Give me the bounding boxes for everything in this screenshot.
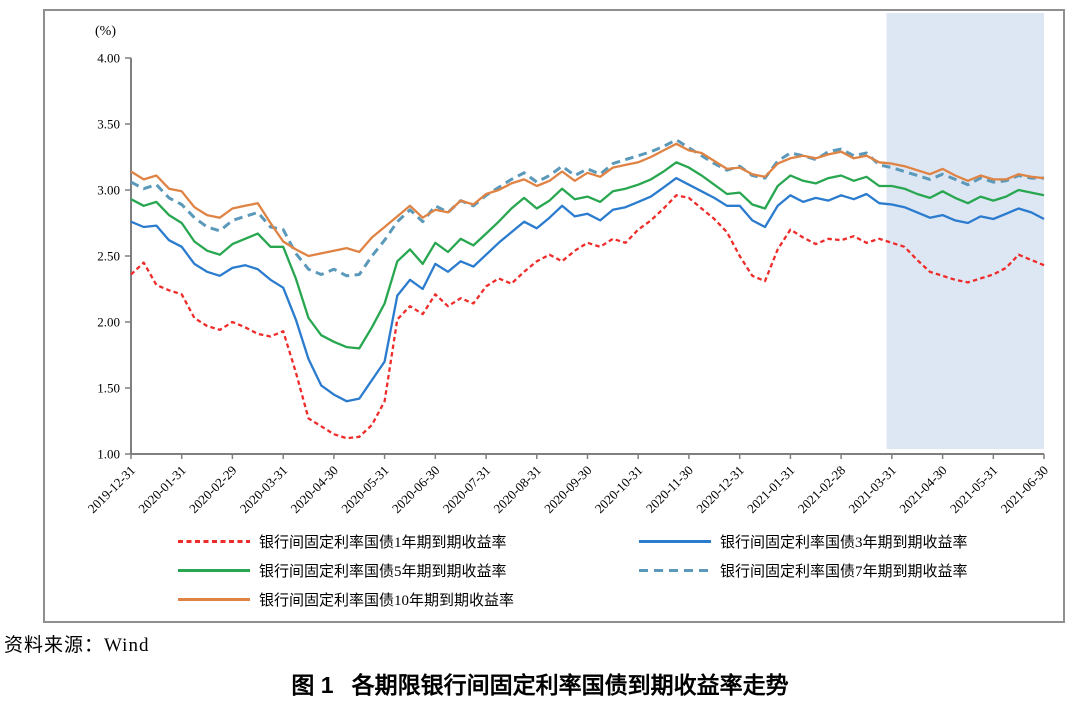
figure-number: 图 1 xyxy=(291,672,334,698)
x-tick-label: 2020-06-30 xyxy=(389,463,443,517)
figure-panel: (%) 4.00 3.50 3.00 2.50 2.00 1.50 1.00 2019-12-… xyxy=(43,9,1065,623)
y-tick-label: 4.00 xyxy=(97,51,120,66)
y-axis-unit-label: (%) xyxy=(95,24,116,39)
series-line-10y xyxy=(130,142,1045,258)
chart-plot-area: 4.003.503.002.502.001.501.002019-12-3120… xyxy=(85,13,1052,517)
legend-label-1y: 银行间固定利率国债1年期到期收益率 xyxy=(259,535,507,551)
x-tick-label: 2020-11-30 xyxy=(643,463,696,516)
x-tick-label: 2019-12-31 xyxy=(85,463,139,517)
x-tick-label: 2020-08-31 xyxy=(490,463,544,517)
highlight-region xyxy=(886,13,1044,449)
figure-title: 各期限银行间固定利率国债到期收益率走势 xyxy=(351,672,789,698)
legend-marker-3y-solid-blue xyxy=(639,540,711,543)
legend-label-3y: 银行间固定利率国债3年期到期收益率 xyxy=(720,535,968,551)
series-line-7y xyxy=(130,138,1044,278)
x-tick-label: 2020-04-30 xyxy=(288,463,342,517)
legend-item-10y: 银行间固定利率国债10年期到期收益率 xyxy=(178,590,514,609)
series-line-1y xyxy=(130,194,1045,440)
x-tick-label: 2020-07-31 xyxy=(440,463,494,517)
x-tick-label: 2020-02-29 xyxy=(186,463,240,517)
x-tick-label: 2020-01-31 xyxy=(135,463,189,517)
legend-item-7y: 银行间固定利率国债7年期到期收益率 xyxy=(639,561,968,580)
y-tick-label: 2.50 xyxy=(97,249,120,264)
x-tick-label: 2021-04-30 xyxy=(896,463,950,517)
legend-label-5y: 银行间固定利率国债5年期到期收益率 xyxy=(259,564,507,580)
source-note: 资料来源：Wind xyxy=(4,635,150,656)
y-tick-label: 1.50 xyxy=(97,381,120,396)
x-tick-label: 2021-03-31 xyxy=(845,463,899,517)
y-tick-label: 2.00 xyxy=(97,315,120,330)
legend-label-7y: 银行间固定利率国债7年期到期收益率 xyxy=(720,564,968,580)
legend-item-1y: 银行间固定利率国债1年期到期收益率 xyxy=(178,532,514,551)
x-tick-label: 2021-02-28 xyxy=(795,463,849,517)
series-line-5y xyxy=(130,161,1045,350)
x-tick-label: 2020-10-31 xyxy=(592,463,646,517)
legend-marker-7y-dashed-steelblue xyxy=(639,569,711,572)
legend-item-3y: 银行间固定利率国债3年期到期收益率 xyxy=(639,532,968,551)
y-tick-label: 1.00 xyxy=(97,447,120,462)
legend-item-5y: 银行间固定利率国债5年期到期收益率 xyxy=(178,561,514,580)
legend-marker-5y-solid-green xyxy=(178,569,250,572)
legend-left-column: 银行间固定利率国债1年期到期收益率 银行间固定利率国债5年期到期收益率 银行间固… xyxy=(178,532,514,619)
x-tick-label: 2020-09-30 xyxy=(541,463,595,517)
figure-caption: 图 1 各期限银行间固定利率国债到期收益率走势 xyxy=(0,666,1080,700)
y-tick-label: 3.00 xyxy=(97,183,120,198)
legend-marker-1y-dashed-red xyxy=(178,540,250,543)
legend-marker-10y-solid-orange xyxy=(178,598,250,601)
x-tick-label: 2020-05-31 xyxy=(338,463,392,517)
series-line-3y xyxy=(130,176,1045,403)
x-tick-label: 2020-03-31 xyxy=(237,463,291,517)
x-tick-label: 2021-05-31 xyxy=(947,463,1001,517)
legend-right-column: 银行间固定利率国债3年期到期收益率 银行间固定利率国债7年期到期收益率 xyxy=(639,532,968,590)
x-tick-label: 2021-01-31 xyxy=(744,463,798,517)
x-tick-label: 2020-12-31 xyxy=(693,463,747,517)
legend-label-10y: 银行间固定利率国债10年期到期收益率 xyxy=(259,593,515,609)
x-tick-label: 2021-06-30 xyxy=(998,463,1052,517)
y-tick-label: 3.50 xyxy=(97,117,120,132)
